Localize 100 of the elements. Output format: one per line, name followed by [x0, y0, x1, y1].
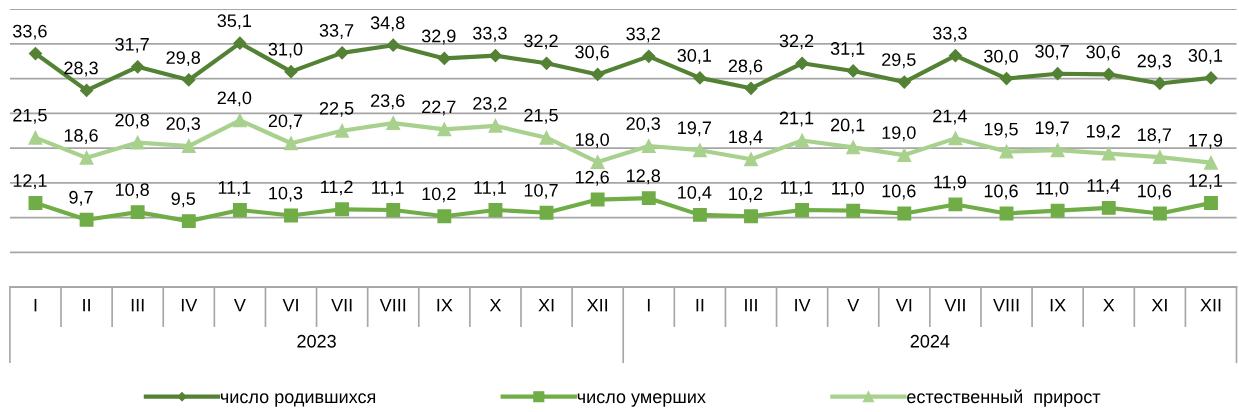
data-label: 18,6 — [64, 128, 98, 144]
point — [79, 83, 94, 97]
point — [539, 56, 554, 70]
point — [28, 196, 43, 210]
x-tick-label: I — [34, 298, 37, 312]
point — [846, 140, 861, 155]
data-label: 10,7 — [524, 183, 558, 199]
point — [79, 150, 94, 165]
point — [692, 207, 707, 222]
point — [386, 38, 400, 52]
data-label: 11,9 — [934, 175, 966, 191]
point — [1101, 146, 1116, 161]
point — [744, 209, 758, 224]
x-tick-label: V — [233, 298, 246, 312]
x-tick-label: III — [745, 298, 757, 312]
data-label: 18,7 — [1138, 128, 1171, 144]
point — [284, 208, 298, 223]
point — [795, 203, 810, 217]
data-label: 11,1 — [781, 181, 813, 197]
data-label: 33,2 — [626, 27, 660, 43]
x-tick-label: V — [847, 298, 860, 312]
point — [795, 133, 810, 148]
data-label: 31,7 — [115, 37, 149, 53]
point — [181, 139, 196, 153]
point — [437, 209, 452, 224]
data-label: 10,2 — [729, 187, 763, 203]
data-label: 19,5 — [984, 122, 1018, 138]
text: 2024 — [910, 334, 950, 348]
data-label: 23,6 — [371, 94, 405, 110]
data-label: 24,0 — [217, 91, 252, 107]
x-tick-label: II — [83, 298, 90, 312]
data-label: 33,3 — [473, 26, 507, 42]
data-label: 28,6 — [728, 59, 763, 75]
data-label: 19,7 — [1035, 121, 1069, 137]
data-label: 33,6 — [13, 24, 47, 40]
point — [182, 73, 196, 87]
data-label: 21,1 — [779, 111, 814, 127]
data-label: 34,8 — [370, 16, 405, 32]
point — [948, 197, 963, 212]
point — [284, 136, 298, 151]
x-tick-label: X — [1103, 298, 1115, 312]
data-label: 10,2 — [422, 187, 456, 203]
point — [999, 144, 1014, 159]
point — [232, 113, 247, 128]
point — [590, 192, 605, 207]
legend-label: число умерших — [577, 393, 706, 407]
point — [181, 214, 196, 229]
point — [897, 148, 912, 163]
point — [130, 135, 145, 150]
point — [539, 130, 554, 145]
point — [232, 203, 247, 217]
data-label: 20,7 — [268, 114, 303, 130]
point — [28, 130, 43, 145]
data-label: 21,5 — [524, 108, 558, 124]
point — [437, 122, 452, 137]
data-label: 11,1 — [372, 181, 404, 197]
x-tick-label: XI — [538, 298, 554, 312]
x-tick-label: VII — [944, 298, 965, 312]
x-tick-label: XII — [1200, 298, 1221, 312]
point — [641, 139, 656, 153]
point — [437, 51, 451, 66]
data-label: 11,0 — [1036, 181, 1069, 197]
data-label: 23,2 — [473, 97, 507, 112]
data-label: 10,6 — [882, 184, 916, 200]
point — [641, 191, 656, 206]
data-label: 11,1 — [218, 181, 251, 197]
data-label: 10,3 — [269, 186, 303, 202]
data-label: 20,3 — [626, 117, 660, 133]
data-label: 19,2 — [1087, 124, 1120, 140]
point — [1152, 150, 1167, 165]
point — [131, 60, 145, 74]
data-label: 10,8 — [115, 183, 149, 199]
x-tick-label: VIII — [993, 298, 1019, 312]
data-label: 12,8 — [627, 169, 660, 185]
data-label: 19,0 — [882, 126, 916, 142]
data-label: 12,6 — [575, 170, 609, 186]
data-label: 18,4 — [729, 130, 763, 146]
data-label: 32,2 — [779, 34, 814, 50]
point — [335, 123, 350, 138]
point — [233, 36, 247, 50]
point — [846, 203, 861, 218]
x-tick-label: IV — [181, 298, 198, 312]
point — [1101, 200, 1116, 215]
point — [1204, 71, 1218, 85]
point — [28, 46, 43, 61]
data-label: 30,6 — [575, 45, 609, 61]
legend-label: число родившихся — [220, 393, 376, 407]
point — [1051, 67, 1065, 81]
data-label: 30,0 — [984, 49, 1018, 65]
data-label: 10,4 — [678, 186, 712, 201]
point — [1204, 196, 1218, 210]
data-label: 31,0 — [268, 42, 303, 58]
legend-label: естественный прирост — [907, 389, 1101, 407]
data-label: 9,7 — [69, 190, 93, 206]
point — [386, 203, 401, 217]
x-tick-label: I — [647, 298, 650, 312]
data-label: 20,3 — [166, 117, 201, 133]
data-label: 21,5 — [13, 108, 47, 124]
point — [897, 206, 912, 221]
data-label: 10,6 — [1138, 184, 1172, 200]
